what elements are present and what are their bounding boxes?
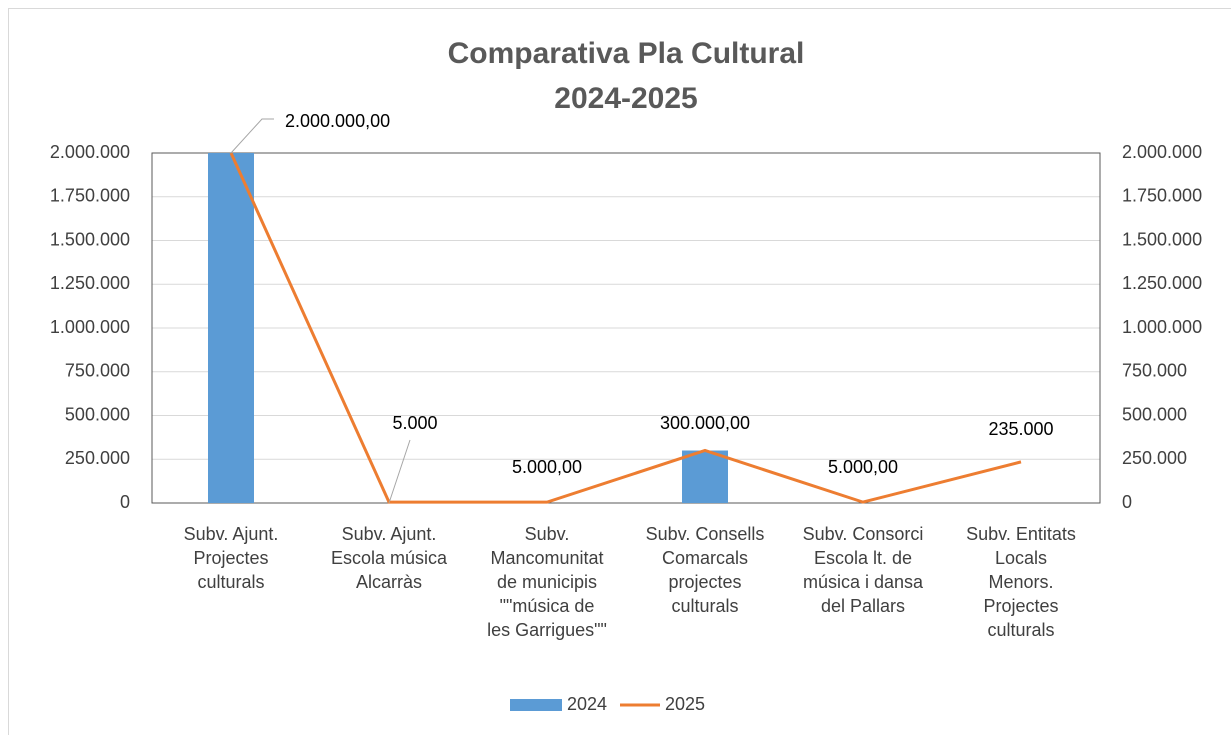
y2-tick-label: 500.000	[1122, 404, 1187, 424]
chart-title: 2024-2025	[554, 82, 697, 115]
data-label: 5.000,00	[512, 457, 582, 477]
x-tick-label: les Garrigues""	[487, 620, 607, 640]
chart-frame	[8, 8, 1231, 735]
plot-border	[151, 152, 1101, 504]
y-tick-label: 1.000.000	[50, 317, 130, 337]
x-tick-label: Subv.	[525, 524, 570, 544]
x-tick-label: culturals	[987, 620, 1054, 640]
x-tick-label: Projectes	[193, 548, 268, 568]
y2-tick-label: 1.250.000	[1122, 273, 1202, 293]
x-tick-label: Comarcals	[662, 548, 748, 568]
y-tick-label: 250.000	[65, 448, 130, 468]
leader-line	[230, 118, 274, 154]
y2-tick-label: 1.000.000	[1122, 317, 1202, 337]
x-tick-label: Subv. Consells	[646, 524, 765, 544]
x-tick-label: Subv. Consorci	[803, 524, 924, 544]
legend-label: 2025	[665, 694, 705, 714]
x-tick-label: Menors.	[988, 572, 1053, 592]
data-label: 2.000.000,00	[285, 111, 390, 131]
y2-tick-label: 250.000	[1122, 448, 1187, 468]
x-tick-label: Subv. Entitats	[966, 524, 1076, 544]
y-tick-label: 1.750.000	[50, 186, 130, 206]
y2-tick-label: 2.000.000	[1122, 142, 1202, 162]
y-tick-label: 2.000.000	[50, 142, 130, 162]
x-tick-label: Subv. Ajunt.	[342, 524, 437, 544]
y2-tick-label: 750.000	[1122, 361, 1187, 381]
x-tick-label: de municipis	[497, 572, 597, 592]
y-tick-label: 750.000	[65, 361, 130, 381]
y2-tick-label: 0	[1122, 492, 1132, 512]
leader-line	[388, 439, 411, 504]
x-tick-label: Escola lt. de	[814, 548, 912, 568]
data-label: 235.000	[988, 419, 1053, 439]
y-tick-label: 1.250.000	[50, 273, 130, 293]
x-tick-label: Alcarràs	[356, 572, 422, 592]
x-tick-label: música i dansa	[803, 572, 924, 592]
y2-tick-label: 1.500.000	[1122, 229, 1202, 249]
x-tick-label: del Pallars	[821, 596, 905, 616]
data-label: 5.000,00	[828, 457, 898, 477]
y-tick-label: 1.500.000	[50, 229, 130, 249]
data-label: 300.000,00	[660, 413, 750, 433]
x-tick-label: Subv. Ajunt.	[184, 524, 279, 544]
x-tick-label: culturals	[671, 596, 738, 616]
legend-swatch	[510, 699, 562, 711]
x-tick-label: Escola música	[331, 548, 448, 568]
x-tick-label: projectes	[668, 572, 741, 592]
x-tick-label: Projectes	[983, 596, 1058, 616]
x-tick-label: Locals	[995, 548, 1047, 568]
line	[229, 152, 1022, 504]
x-tick-label: culturals	[197, 572, 264, 592]
chart-title: Comparativa Pla Cultural	[448, 37, 805, 70]
bar	[682, 450, 728, 503]
data-label: 5.000	[392, 413, 437, 433]
y2-tick-label: 1.750.000	[1122, 186, 1202, 206]
x-tick-label: ""música de	[500, 596, 595, 616]
x-tick-label: Mancomunitat	[490, 548, 603, 568]
legend-label: 2024	[567, 694, 607, 714]
y-tick-label: 0	[120, 492, 130, 512]
y-tick-label: 500.000	[65, 404, 130, 424]
bar	[208, 153, 254, 503]
